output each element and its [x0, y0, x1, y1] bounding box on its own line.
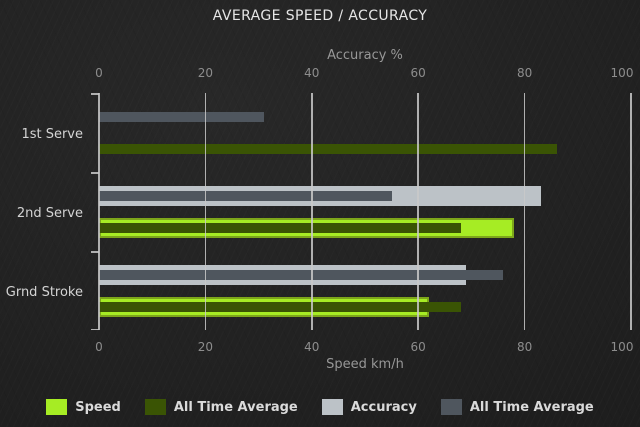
- legend-item: Speed: [46, 399, 121, 415]
- axis-tick-label-80: 80: [516, 340, 533, 354]
- axis-tick-label-0: 0: [95, 340, 103, 354]
- axis-tick-label-40: 40: [304, 66, 320, 80]
- axis-tick-label-80: 80: [516, 66, 533, 80]
- axis-tick-label-0: 0: [95, 66, 103, 80]
- axis-tick-label-60: 60: [410, 66, 426, 80]
- category-axis-tick: [91, 93, 99, 95]
- bar-accuracy-all-time-average: [99, 270, 503, 280]
- category-label: 1st Serve: [21, 126, 83, 142]
- legend-swatch: [440, 399, 462, 415]
- bottom-axis-title: Speed km/h: [326, 357, 404, 372]
- legend-item: All Time Average: [440, 399, 594, 415]
- axis-tick-label-100: 100: [610, 340, 634, 354]
- legend-label: Speed: [75, 399, 121, 415]
- category-axis-tick: [91, 172, 99, 174]
- axis-tick-label-20: 20: [197, 340, 214, 354]
- legend-item: Accuracy: [321, 399, 417, 415]
- category-label: 2nd Serve: [16, 205, 83, 221]
- gridline-100: [630, 93, 632, 330]
- gridline-60: [417, 93, 419, 330]
- legend-item: All Time Average: [144, 399, 298, 415]
- plot-area: [91, 93, 632, 330]
- bar-speed-all-time-average: [99, 302, 461, 312]
- axis-tick-label-60: 60: [410, 340, 426, 354]
- legend-swatch: [321, 399, 343, 415]
- gridline-20: [204, 93, 207, 330]
- bar-accuracy-all-time-average: [99, 191, 392, 201]
- legend-swatch: [144, 399, 166, 415]
- category-axis-tick: [91, 328, 99, 330]
- gridline-0: [98, 93, 100, 330]
- chart-title: AVERAGE SPEED / ACCURACY: [212, 8, 428, 24]
- category-axis-tick: [91, 251, 99, 253]
- gridline-80: [523, 93, 526, 330]
- axis-tick-label-40: 40: [304, 340, 320, 354]
- bar-speed-all-time-average: [99, 223, 461, 233]
- legend-label: All Time Average: [173, 399, 298, 415]
- bar-speed-all-time-average: [99, 144, 557, 154]
- top-axis-title: Accuracy %: [327, 48, 403, 63]
- axis-tick-label-20: 20: [197, 66, 214, 80]
- category-label: Grnd Stroke: [5, 284, 83, 300]
- bar-accuracy-all-time-average: [99, 112, 264, 122]
- gridline-40: [311, 93, 313, 330]
- chart-legend: Speed All Time Average Accuracy All Time Av…: [0, 399, 640, 415]
- legend-label: Accuracy: [350, 399, 417, 415]
- legend-swatch: [46, 399, 68, 415]
- legend-label: All Time Average: [469, 399, 594, 415]
- axis-tick-label-100: 100: [610, 66, 634, 80]
